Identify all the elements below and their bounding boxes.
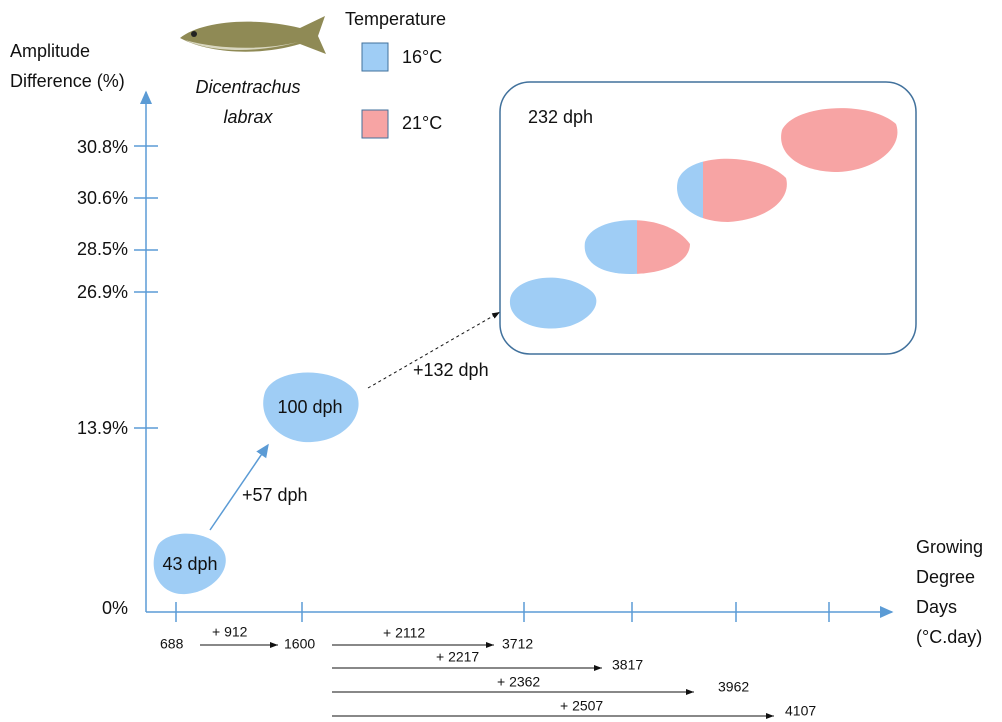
gdd-value: 1600: [284, 636, 315, 652]
otolith: [584, 220, 690, 274]
legend-title: Temperature: [345, 9, 446, 29]
gdd-value: 4107: [785, 703, 816, 719]
otolith-label: 43 dph: [162, 554, 217, 574]
otolith: [677, 158, 787, 222]
gdd-increment: + 912: [212, 624, 248, 640]
x-axis-label: Degree: [916, 567, 975, 587]
arrow: [209, 443, 269, 531]
gdd-value: 3962: [718, 679, 749, 695]
gdd-increment: + 2217: [436, 649, 479, 665]
x-ticks: [175, 602, 830, 622]
otolith-label: 100 dph: [277, 397, 342, 417]
y-axis-label: Amplitude: [10, 41, 90, 61]
fish-icon: [180, 16, 326, 54]
otolith: [263, 372, 359, 443]
x-axis-label: (°C.day): [916, 627, 982, 647]
inset-box: [499, 81, 917, 355]
otolith: [781, 108, 898, 172]
gdd-value: 688: [160, 636, 184, 652]
species: labrax: [223, 107, 273, 127]
inset-label: 232 dph: [528, 107, 593, 127]
step-label: +57 dph: [242, 485, 308, 505]
gdd-increment: + 2507: [560, 698, 603, 714]
y-tick-label: 26.9%: [77, 282, 128, 302]
y-tick-label: 0%: [102, 598, 128, 618]
gdd-increment: + 2362: [497, 674, 540, 690]
legend-swatch: [361, 109, 389, 139]
otolith: [509, 277, 597, 329]
x-axis-label: Growing: [916, 537, 983, 557]
x-axis-label: Days: [916, 597, 957, 617]
y-tick-label: 30.8%: [77, 137, 128, 157]
arrow: [367, 311, 501, 389]
gdd-value: 3817: [612, 657, 643, 673]
y-ticks: [134, 145, 158, 429]
step-label: +132 dph: [413, 360, 489, 380]
legend-label: 21°C: [402, 113, 442, 133]
gdd-value: 3712: [502, 636, 533, 652]
gdd-increment: + 2112: [383, 625, 425, 641]
otolith: [153, 533, 226, 595]
y-tick-label: 28.5%: [77, 239, 128, 259]
y-tick-label: 13.9%: [77, 418, 128, 438]
legend-label: 16°C: [402, 47, 442, 67]
y-tick-label: 30.6%: [77, 188, 128, 208]
species: Dicentrachus: [195, 77, 300, 97]
y-axis-label: Difference (%): [10, 71, 125, 91]
legend-swatch: [361, 42, 389, 72]
